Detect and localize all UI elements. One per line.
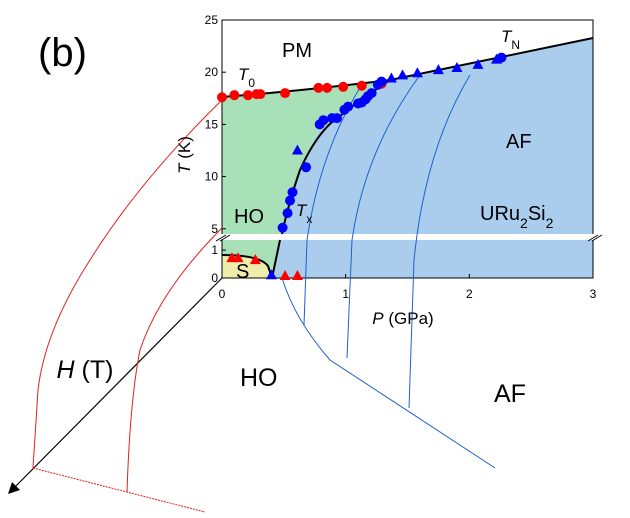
point bbox=[432, 64, 444, 75]
break-mark bbox=[215, 234, 603, 242]
x-tick-label: 3 bbox=[590, 287, 597, 301]
y-tick-label: 15 bbox=[205, 117, 219, 131]
point bbox=[291, 270, 303, 281]
annotation-text: PM bbox=[282, 40, 312, 62]
annotation: PM bbox=[282, 40, 312, 62]
annotation: HO bbox=[240, 364, 278, 392]
point bbox=[343, 101, 354, 112]
blue-curve bbox=[281, 74, 496, 469]
point bbox=[376, 76, 387, 87]
ho-region-low bbox=[222, 240, 280, 278]
point bbox=[282, 208, 293, 219]
point bbox=[277, 222, 288, 233]
subscript: N bbox=[511, 38, 520, 52]
annotation-text: T bbox=[296, 201, 308, 220]
annotation: AF bbox=[506, 131, 532, 153]
red-curve bbox=[32, 99, 223, 493]
axis-label: T (K) bbox=[175, 136, 194, 174]
y-tick-label: 5 bbox=[211, 222, 218, 236]
point bbox=[411, 67, 423, 78]
annotation-text: T bbox=[238, 65, 250, 84]
x-tick-label: 1 bbox=[342, 287, 349, 301]
annotation: AF bbox=[494, 380, 526, 408]
y-tick-label: 1 bbox=[211, 243, 218, 257]
annotation-text: AF bbox=[494, 380, 526, 408]
panel-label: (b) bbox=[38, 31, 87, 75]
annotation-text: HO bbox=[240, 364, 278, 392]
point bbox=[287, 187, 298, 198]
plot-frame bbox=[221, 19, 594, 279]
annotation-text: Si bbox=[528, 203, 546, 225]
axis-label: P (GPa) bbox=[372, 309, 433, 328]
axis-var: P bbox=[372, 309, 384, 328]
annotation-text: S bbox=[236, 261, 249, 283]
point bbox=[356, 80, 367, 91]
point bbox=[279, 270, 291, 281]
point bbox=[255, 89, 266, 100]
annotation: HO bbox=[234, 206, 264, 228]
point bbox=[249, 254, 261, 265]
point bbox=[318, 115, 329, 126]
x-tick-label: 2 bbox=[466, 287, 473, 301]
subscript: x bbox=[306, 212, 312, 226]
point bbox=[242, 90, 253, 101]
x-tick-label: 0 bbox=[219, 287, 226, 301]
point bbox=[496, 52, 507, 63]
annotation-text: AF bbox=[506, 131, 532, 153]
af-region-low bbox=[272, 240, 593, 278]
af-region bbox=[282, 38, 593, 234]
axis-var: T bbox=[175, 162, 194, 174]
annotation: TN bbox=[501, 27, 520, 52]
point bbox=[332, 113, 343, 124]
annotation: Tx bbox=[296, 201, 312, 226]
point bbox=[451, 62, 463, 73]
point bbox=[285, 195, 296, 206]
subscript: 2 bbox=[546, 215, 554, 231]
axis-label: H (T) bbox=[57, 356, 114, 384]
point bbox=[472, 58, 484, 69]
axis-break bbox=[215, 234, 600, 240]
point bbox=[366, 88, 377, 99]
red-base bbox=[32, 467, 206, 513]
point bbox=[313, 82, 324, 93]
axis-unit: (K) bbox=[175, 136, 194, 163]
point bbox=[229, 90, 240, 101]
annotation-text: HO bbox=[234, 206, 264, 228]
annotation: URu2Si2 bbox=[480, 203, 554, 231]
point bbox=[280, 88, 291, 99]
annotation-text: T bbox=[501, 27, 513, 46]
point bbox=[217, 92, 227, 103]
axis-var: H bbox=[57, 356, 76, 384]
y-tick-label: 0 bbox=[211, 271, 218, 285]
point bbox=[338, 81, 349, 92]
h-axis bbox=[9, 277, 223, 493]
boundary bbox=[221, 37, 594, 279]
h-axis-arrow bbox=[8, 482, 20, 494]
point bbox=[397, 69, 409, 80]
point bbox=[301, 162, 312, 173]
point bbox=[322, 82, 333, 93]
subscript: 0 bbox=[248, 76, 255, 90]
point bbox=[265, 269, 277, 280]
axis-unit: (GPa) bbox=[384, 309, 434, 328]
y-tick-label: 20 bbox=[205, 65, 219, 79]
y-tick-label: 25 bbox=[205, 13, 219, 27]
point bbox=[232, 252, 244, 263]
point bbox=[291, 144, 303, 155]
subscript: 2 bbox=[520, 215, 528, 231]
y-tick-label: 10 bbox=[205, 170, 219, 184]
annotation: S bbox=[236, 261, 249, 283]
annotation-text: URu bbox=[480, 203, 520, 225]
annotation: T0 bbox=[238, 65, 255, 90]
axis-unit: (T) bbox=[75, 356, 114, 384]
point bbox=[385, 72, 397, 83]
